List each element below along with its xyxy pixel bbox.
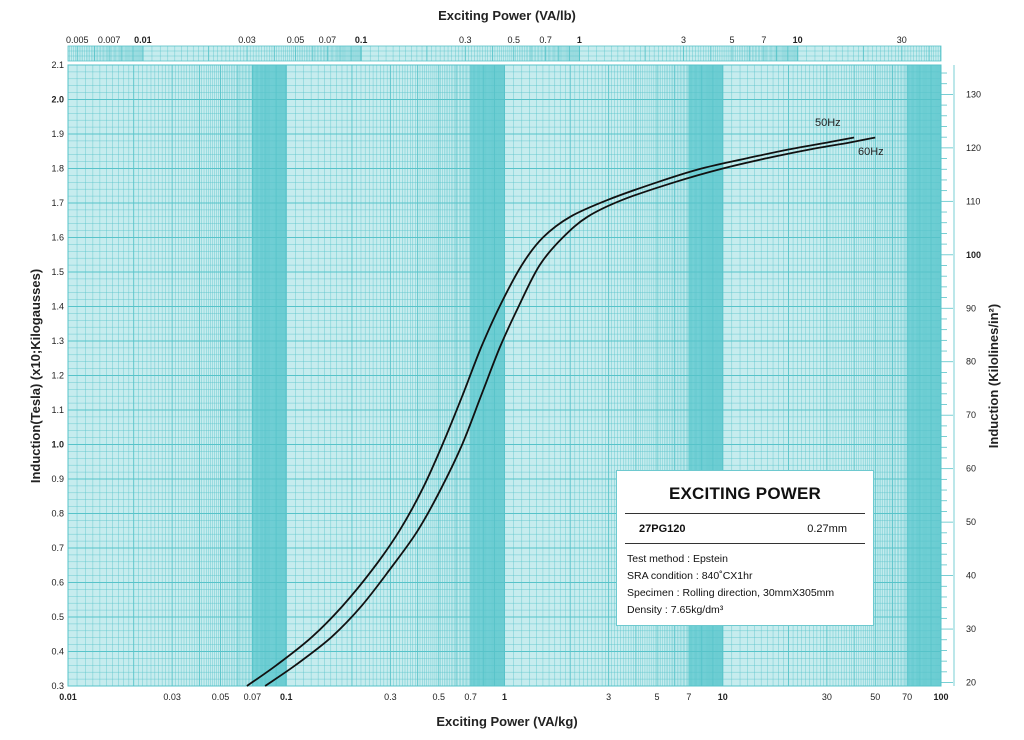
right-axis-title: Induction (Kilolines/in²) xyxy=(986,304,1001,448)
top-tick-label: 0.03 xyxy=(238,35,256,45)
left-tick-label: 1.9 xyxy=(51,129,64,139)
specification-box: EXCITING POWER 27PG120 0.27mm Test metho… xyxy=(616,470,874,626)
spec-grade: 27PG120 xyxy=(639,523,686,535)
top-tick-label: 1 xyxy=(577,35,582,45)
spec-box-title: EXCITING POWER xyxy=(668,484,822,503)
top-tick-label: 5 xyxy=(729,35,734,45)
bottom-tick-label: 3 xyxy=(606,692,611,702)
top-grid-strip xyxy=(67,45,942,62)
bottom-tick-label: 0.03 xyxy=(163,692,181,702)
top-tick-label: 7 xyxy=(761,35,766,45)
top-tick-label: 0.5 xyxy=(507,35,520,45)
left-tick-label: 1.4 xyxy=(51,302,64,312)
top-tick-label: 30 xyxy=(897,35,907,45)
curve-label-60hz: 60Hz xyxy=(858,146,884,158)
bottom-tick-label: 0.05 xyxy=(212,692,230,702)
bottom-tick-label: 50 xyxy=(870,692,880,702)
left-tick-label: 0.4 xyxy=(51,647,64,657)
top-tick-label: 0.01 xyxy=(134,35,152,45)
left-axis-title: Induction(Tesla) (x10;Kilogausses) xyxy=(28,269,43,483)
left-tick-label: 1.0 xyxy=(51,440,64,450)
left-tick-label: 1.2 xyxy=(51,371,64,381)
right-tick-label: 110 xyxy=(966,196,980,206)
spec-thickness: 0.27mm xyxy=(807,523,847,535)
left-tick-label: 1.5 xyxy=(51,267,64,277)
spec-specimen: Specimen : Rolling direction, 30mmX305mm xyxy=(627,587,835,599)
top-axis-title: Exciting Power (VA/lb) xyxy=(438,8,576,23)
bottom-tick-label: 30 xyxy=(822,692,832,702)
top-tick-label: 10 xyxy=(793,35,803,45)
curves xyxy=(246,136,876,687)
bottom-tick-label: 100 xyxy=(933,692,948,702)
bottom-tick-label: 0.5 xyxy=(433,692,446,702)
curve-60hz xyxy=(264,136,876,687)
right-tick-label: 130 xyxy=(966,89,981,99)
bottom-axis-title: Exciting Power (VA/kg) xyxy=(436,714,577,729)
right-tick-label: 30 xyxy=(966,624,976,634)
right-tick-label: 100 xyxy=(966,250,981,260)
tick-labels: 0.01 0.03 0.05 0.07 0.1 0.3 0.5 0.7 1 3 5 7 10 30 50 70… xyxy=(51,35,981,702)
curve-50hz xyxy=(246,136,855,687)
spec-test-method: Test method : Epstein xyxy=(627,553,728,565)
left-tick-label: 1.6 xyxy=(51,233,64,243)
left-tick-label: 0.6 xyxy=(51,578,64,588)
bottom-tick-label: 5 xyxy=(655,692,660,702)
top-tick-label: 3 xyxy=(681,35,686,45)
bottom-tick-label: 0.3 xyxy=(384,692,397,702)
top-tick-label: 0.7 xyxy=(539,35,552,45)
right-tick-label: 90 xyxy=(966,303,976,313)
bottom-tick-label: 7 xyxy=(686,692,691,702)
left-tick-label: 1.7 xyxy=(51,198,64,208)
bottom-tick-label: 1 xyxy=(502,692,507,702)
bottom-tick-label: 70 xyxy=(902,692,912,702)
right-tick-label: 40 xyxy=(966,571,976,581)
left-tick-label: 0.8 xyxy=(51,509,64,519)
left-tick-label: 0.7 xyxy=(51,543,64,553)
right-tick-label: 70 xyxy=(966,410,976,420)
spec-box-divider-bottom xyxy=(625,543,865,544)
spec-details: Test method : Epstein SRA condition : 84… xyxy=(627,551,834,619)
left-tick-label: 1.3 xyxy=(51,336,64,346)
right-tick-label: 20 xyxy=(966,678,976,688)
left-tick-label: 1.8 xyxy=(51,164,64,174)
top-tick-label: 0.005 xyxy=(66,35,89,45)
top-tick-label: 0.05 xyxy=(287,35,305,45)
bottom-tick-label: 0.1 xyxy=(280,692,293,702)
bottom-tick-label: 0.01 xyxy=(59,692,77,702)
left-tick-label: 0.5 xyxy=(51,612,64,622)
right-tick-label: 60 xyxy=(966,464,976,474)
top-tick-label: 0.07 xyxy=(319,35,337,45)
left-tick-label: 0.3 xyxy=(51,681,64,691)
right-tick-label: 80 xyxy=(966,357,976,367)
bottom-tick-label: 10 xyxy=(718,692,728,702)
right-tick-label: 50 xyxy=(966,517,976,527)
left-tick-label: 2.1 xyxy=(51,60,64,70)
curve-label-50hz: 50Hz xyxy=(815,117,841,129)
left-tick-label: 0.9 xyxy=(51,474,64,484)
spec-density: Density : 7.65kg/dm³ xyxy=(627,604,724,616)
bottom-tick-label: 0.7 xyxy=(464,692,477,702)
right-tick-label: 120 xyxy=(966,143,981,153)
left-tick-label: 1.1 xyxy=(51,405,64,415)
spec-sra-condition: SRA condition : 840˚CX1hr xyxy=(627,570,753,582)
bottom-tick-label: 0.07 xyxy=(244,692,262,702)
plot-border xyxy=(67,64,942,687)
top-strip-background xyxy=(67,45,942,62)
spec-grade-row: 27PG120 0.27mm xyxy=(639,523,847,535)
top-tick-label: 0.3 xyxy=(459,35,472,45)
left-tick-label: 2.0 xyxy=(51,95,64,105)
top-tick-label: 0.1 xyxy=(355,35,368,45)
spec-box-divider-top xyxy=(625,513,865,514)
top-tick-label: 0.007 xyxy=(98,35,121,45)
